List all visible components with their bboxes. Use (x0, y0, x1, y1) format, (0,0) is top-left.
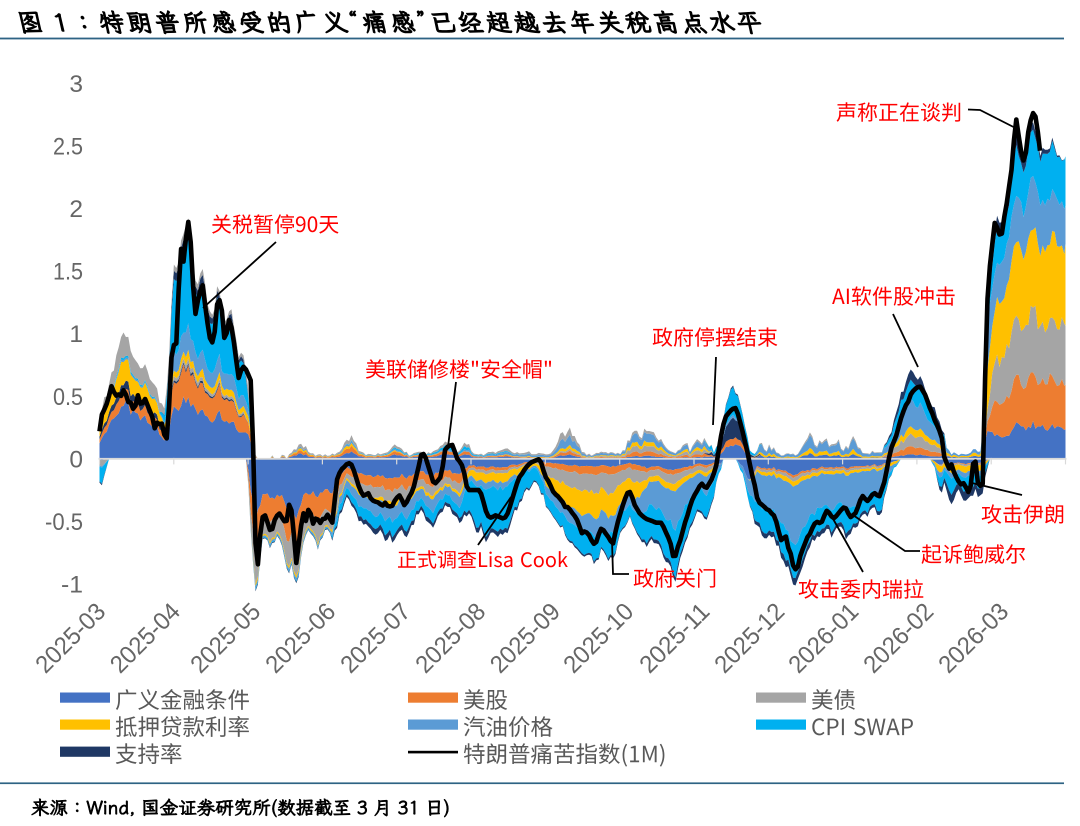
svg-text:0: 0 (69, 446, 83, 473)
svg-text:-0.5: -0.5 (45, 509, 83, 536)
svg-text:2.5: 2.5 (53, 133, 83, 160)
svg-text:1: 1 (69, 321, 83, 348)
svg-text:0.5: 0.5 (53, 384, 83, 411)
svg-text:1.5: 1.5 (53, 259, 83, 286)
svg-text:3: 3 (69, 71, 83, 98)
svg-text:2: 2 (69, 196, 83, 223)
svg-text:-1: -1 (61, 572, 83, 599)
